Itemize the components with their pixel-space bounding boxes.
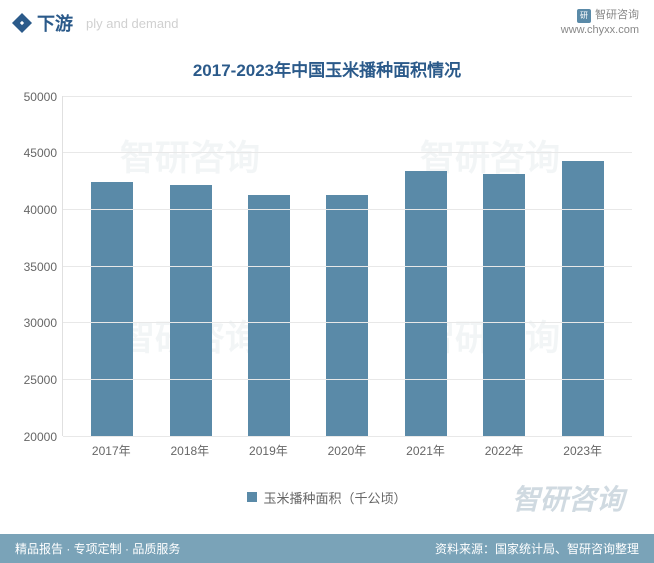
bar [562, 161, 604, 435]
gridline: 20000 [63, 436, 632, 437]
y-tick-label: 40000 [24, 203, 63, 217]
x-tick-label: 2020年 [326, 442, 368, 459]
footer-left: 精品报告 · 专项定制 · 品质服务 [15, 540, 180, 557]
gridline: 45000 [63, 152, 632, 153]
y-tick-label: 45000 [24, 146, 63, 160]
diamond-icon [12, 13, 32, 33]
bar [326, 195, 368, 436]
header-right: 研 智研咨询 www.chyxx.com [561, 8, 639, 39]
bar [170, 185, 212, 436]
header-left: 下游 ply and demand [15, 10, 179, 36]
x-axis-labels: 2017年 2018年 2019年 2020年 2021年 2022年 2023年 [62, 442, 632, 459]
gridline: 30000 [63, 322, 632, 323]
x-tick-label: 2022年 [483, 442, 525, 459]
gridline: 50000 [63, 96, 632, 97]
x-tick-label: 2023年 [562, 442, 604, 459]
y-tick-label: 25000 [24, 373, 63, 387]
x-tick-label: 2018年 [169, 442, 211, 459]
gridline: 35000 [63, 266, 632, 267]
bar [91, 182, 133, 436]
brand-url: www.chyxx.com [561, 23, 639, 38]
legend-swatch [247, 492, 257, 502]
chart-area: 20000 25000 30000 35000 40000 45000 50000 2017… [17, 96, 637, 466]
y-tick-label: 50000 [24, 90, 63, 104]
x-tick-label: 2021年 [405, 442, 447, 459]
bar [248, 195, 290, 436]
bar [483, 174, 525, 435]
y-tick-label: 35000 [24, 260, 63, 274]
footer-bar: 精品报告 · 专项定制 · 品质服务 资料来源：国家统计局、智研咨询整理 [0, 534, 654, 563]
header-bar: 下游 ply and demand 研 智研咨询 www.chyxx.com [0, 0, 654, 44]
x-tick-label: 2019年 [247, 442, 289, 459]
brand-row: 研 智研咨询 [561, 8, 639, 23]
gridline: 25000 [63, 379, 632, 380]
gridline: 40000 [63, 209, 632, 210]
y-tick-label: 30000 [24, 316, 63, 330]
chart-title: 2017-2023年中国玉米播种面积情况 [0, 56, 654, 81]
bar [405, 171, 447, 435]
section-label: 下游 [37, 10, 73, 36]
brand-name: 智研咨询 [595, 8, 639, 23]
legend-label: 玉米播种面积（千公顷） [263, 488, 406, 507]
chart-legend: 玉米播种面积（千公顷） [0, 488, 654, 507]
brand-icon: 研 [577, 9, 591, 23]
section-subtitle: ply and demand [86, 16, 179, 31]
y-tick-label: 20000 [24, 430, 63, 444]
chart-plot: 20000 25000 30000 35000 40000 45000 50000 [62, 96, 632, 436]
footer-right: 资料来源：国家统计局、智研咨询整理 [435, 540, 639, 557]
x-tick-label: 2017年 [90, 442, 132, 459]
